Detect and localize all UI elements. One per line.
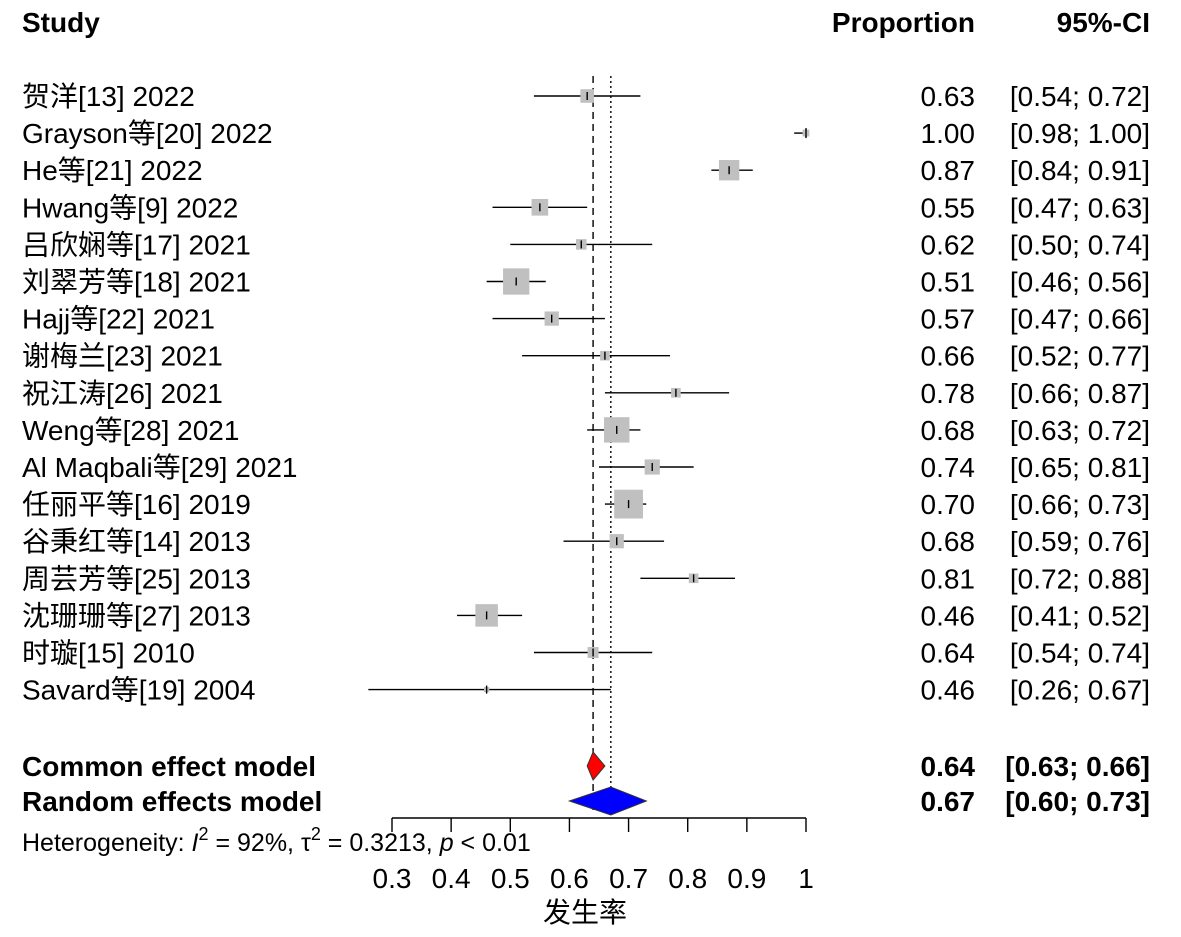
study-label: 谷秉红等[14] 2013	[22, 526, 251, 557]
ci-value: [0.26; 0.67]	[1010, 675, 1150, 706]
study-label: Al Maqbali等[29] 2021	[22, 452, 298, 483]
proportion-value: 0.46	[921, 675, 976, 706]
study-row: Weng等[28] 2021 0.68 [0.63; 0.72]	[22, 415, 1150, 446]
ci-value: [0.50; 0.74]	[1010, 229, 1150, 260]
study-row: Grayson等[20] 2022 1.00 [0.98; 1.00]	[22, 118, 1150, 149]
ci-value: [0.47; 0.63]	[1010, 192, 1150, 223]
ci-value: [0.66; 0.87]	[1010, 378, 1150, 409]
model-ci: [0.63; 0.66]	[1005, 751, 1150, 782]
study-row: Hajj等[22] 2021 0.57 [0.47; 0.66]	[22, 304, 1150, 335]
model-label: Random effects model	[22, 786, 322, 817]
proportion-value: 0.55	[921, 192, 976, 223]
x-tick-label: 0.6	[550, 863, 589, 894]
x-tick-label: 1	[798, 863, 814, 894]
ci-value: [0.46; 0.56]	[1010, 267, 1150, 298]
pooled-rows: Common effect model 0.64 [0.63; 0.66] Rando…	[22, 751, 1150, 817]
model-label: Common effect model	[22, 751, 316, 782]
study-label: 任丽平等[16] 2019	[22, 489, 251, 520]
study-label: 吕欣娴等[17] 2021	[22, 229, 251, 260]
proportion-value: 0.66	[921, 341, 976, 372]
ci-value: [0.66; 0.73]	[1010, 489, 1150, 520]
proportion-value: 0.57	[921, 304, 976, 335]
proportion-value: 0.87	[921, 155, 976, 186]
study-label: Savard等[19] 2004	[22, 675, 256, 706]
study-label: Weng等[28] 2021	[22, 415, 239, 446]
study-row: Savard等[19] 2004 0.46 [0.26; 0.67]	[22, 675, 1150, 706]
x-axis-label: 发生率	[543, 897, 627, 928]
ci-value: [0.72; 0.88]	[1010, 563, 1150, 594]
proportion-value: 0.70	[921, 489, 976, 520]
ci-value: [0.54; 0.74]	[1010, 638, 1150, 669]
study-label: He等[21] 2022	[22, 155, 203, 186]
ci-value: [0.59; 0.76]	[1010, 526, 1150, 557]
proportion-value: 0.81	[921, 563, 976, 594]
model-proportion: 0.67	[921, 786, 976, 817]
study-header: Study	[22, 7, 100, 38]
study-label: 周芸芳等[25] 2013	[22, 563, 251, 594]
proportion-value: 0.78	[921, 378, 976, 409]
model-proportion: 0.64	[921, 751, 976, 782]
study-row: 刘翠芳等[18] 2021 0.51 [0.46; 0.56]	[22, 267, 1150, 298]
heterogeneity-text: Heterogeneity: I2 = 92%, τ2 = 0.3213, p …	[22, 824, 531, 857]
random-effects-diamond	[567, 786, 648, 816]
study-label: Hajj等[22] 2021	[22, 304, 215, 335]
study-row: 祝江涛[26] 2021 0.78 [0.66; 0.87]	[22, 378, 1150, 409]
study-label: Grayson等[20] 2022	[22, 118, 273, 149]
ci-value: [0.65; 0.81]	[1010, 452, 1150, 483]
study-label: Hwang等[9] 2022	[22, 192, 238, 223]
x-tick-label: 0.4	[432, 863, 471, 894]
proportion-value: 0.51	[921, 267, 976, 298]
x-axis: 0.3 0.4 0.5 0.6 0.7 0.8 0.9 1	[373, 817, 814, 894]
study-label: 时璇[15] 2010	[22, 638, 195, 669]
study-row: 吕欣娴等[17] 2021 0.62 [0.50; 0.74]	[22, 229, 1150, 260]
study-label: 谢梅兰[23] 2021	[22, 341, 223, 372]
x-tick-label: 0.3	[373, 863, 412, 894]
x-tick-label: 0.5	[491, 863, 530, 894]
study-row: 时璇[15] 2010 0.64 [0.54; 0.74]	[22, 638, 1150, 669]
study-row: 谷秉红等[14] 2013 0.68 [0.59; 0.76]	[22, 526, 1150, 557]
x-tick-label: 0.7	[609, 863, 648, 894]
study-row: Hwang等[9] 2022 0.55 [0.47; 0.63]	[22, 192, 1150, 223]
study-row: Al Maqbali等[29] 2021 0.74 [0.65; 0.81]	[22, 452, 1150, 483]
study-rows: 贺洋[13] 2022 0.63 [0.54; 0.72] Grayson等[20] …	[22, 76, 1150, 810]
study-row: 任丽平等[16] 2019 0.70 [0.66; 0.73]	[22, 489, 1150, 520]
proportion-value: 0.62	[921, 229, 976, 260]
proportion-value: 0.74	[921, 452, 976, 483]
study-row: He等[21] 2022 0.87 [0.84; 0.91]	[22, 155, 1150, 186]
proportion-value: 0.68	[921, 526, 976, 557]
study-row: 沈珊珊等[27] 2013 0.46 [0.41; 0.52]	[22, 600, 1150, 631]
common-effect-row: Common effect model 0.64 [0.63; 0.66]	[22, 751, 1150, 782]
proportion-header: Proportion	[832, 7, 975, 38]
study-label: 贺洋[13] 2022	[22, 81, 195, 112]
study-label: 刘翠芳等[18] 2021	[22, 267, 251, 298]
x-tick-label: 0.9	[727, 863, 766, 894]
ci-value: [0.63; 0.72]	[1010, 415, 1150, 446]
study-label: 沈珊珊等[27] 2013	[22, 600, 251, 631]
proportion-value: 0.46	[921, 600, 976, 631]
ci-value: [0.84; 0.91]	[1010, 155, 1150, 186]
ci-value: [0.98; 1.00]	[1010, 118, 1150, 149]
ci-header: 95%-CI	[1057, 7, 1150, 38]
study-row: 贺洋[13] 2022 0.63 [0.54; 0.72]	[22, 81, 1150, 112]
study-row: 周芸芳等[25] 2013 0.81 [0.72; 0.88]	[22, 563, 1150, 594]
proportion-value: 1.00	[921, 118, 976, 149]
random-effects-row: Random effects model 0.67 [0.60; 0.73]	[22, 786, 1150, 817]
study-label: 祝江涛[26] 2021	[22, 378, 223, 409]
model-ci: [0.60; 0.73]	[1005, 786, 1150, 817]
ci-value: [0.52; 0.77]	[1010, 341, 1150, 372]
ci-value: [0.41; 0.52]	[1010, 600, 1150, 631]
proportion-value: 0.64	[921, 638, 976, 669]
ci-value: [0.47; 0.66]	[1010, 304, 1150, 335]
common-effect-diamond	[586, 751, 606, 781]
proportion-value: 0.63	[921, 81, 976, 112]
ci-value: [0.54; 0.72]	[1010, 81, 1150, 112]
proportion-value: 0.68	[921, 415, 976, 446]
study-row: 谢梅兰[23] 2021 0.66 [0.52; 0.77]	[22, 341, 1150, 372]
x-tick-label: 0.8	[668, 863, 707, 894]
